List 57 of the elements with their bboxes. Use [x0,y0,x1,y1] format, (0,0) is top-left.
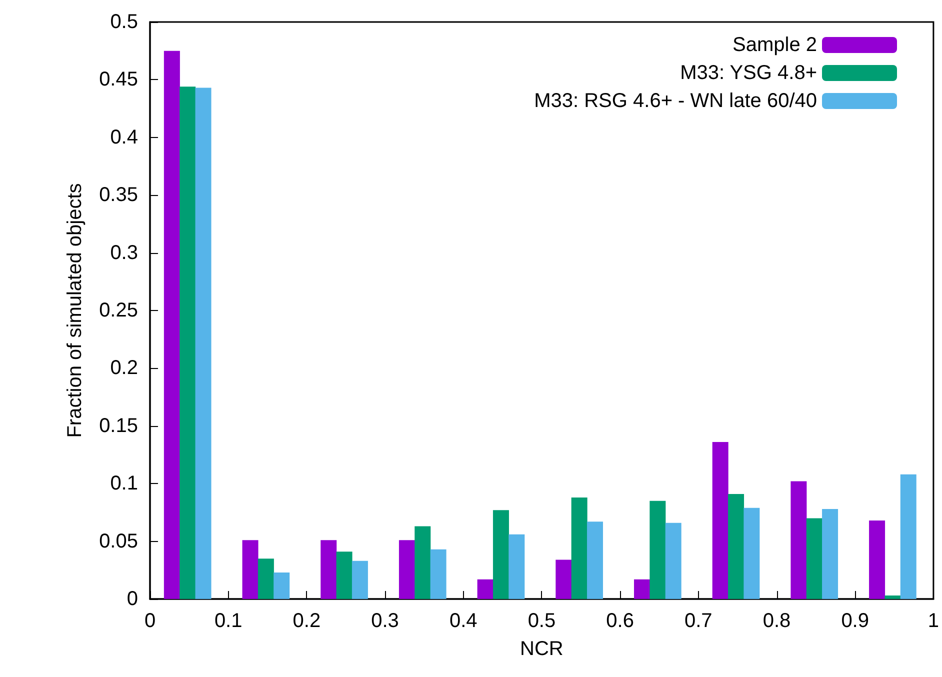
bar [492,510,509,599]
bar [352,560,368,599]
bar [822,508,838,599]
x-tick-label: 0.6 [606,610,634,632]
x-tick-label: 0.1 [214,610,242,632]
x-tick-label: 0.9 [841,610,869,632]
bar [180,86,196,599]
bar [508,534,525,599]
legend-label: Sample 2 [732,34,817,56]
bar [571,497,588,599]
bar [414,526,431,599]
bar [728,494,744,599]
x-tick-label: 1 [928,610,939,632]
bar [900,474,916,599]
x-axis-title: NCR [520,638,564,660]
bar [320,540,337,599]
y-tick-label: 0.3 [110,242,138,264]
legend-label: M33: YSG 4.8+ [680,62,817,84]
y-tick-label: 0.4 [110,126,138,148]
bar [790,481,807,599]
bar [336,552,352,599]
bar [430,549,446,599]
y-tick-label: 0.1 [110,472,138,495]
bar [634,579,650,599]
x-tick-label: 0.7 [684,610,712,632]
y-tick-label: 0.15 [99,414,138,437]
x-tick-label: 0.2 [292,610,321,632]
legend-label: M33: RSG 4.6+ - WN late 60/40 [534,90,817,112]
bar [869,520,886,599]
bar [650,500,666,599]
y-tick-label: 0.45 [99,68,138,91]
bar [195,88,212,599]
bar [712,442,728,599]
y-axis-title: Fraction of simulated objects [64,183,86,438]
x-tick-label: 0.3 [371,610,399,632]
bar [164,50,180,599]
bar [242,540,258,599]
x-tick-label: 0.5 [528,610,556,632]
bar [556,560,572,599]
y-tick-label: 0 [126,588,138,610]
bar [586,522,603,599]
bar [398,540,415,599]
y-tick-label: 0.25 [99,300,138,322]
x-tick-label: 0.4 [449,610,478,632]
x-tick-label: 0 [144,610,156,632]
y-tick-label: 0.05 [99,530,138,552]
bar [477,579,494,599]
y-tick-label: 0.5 [110,11,138,33]
y-tick-label: 0.2 [110,357,138,380]
bar [258,558,274,599]
bar [744,508,760,599]
x-tick-label: 0.8 [762,610,791,632]
bar [884,596,901,599]
bar [806,518,822,599]
y-tick-label: 0.35 [99,184,138,206]
bar [274,572,290,599]
bar [665,522,682,599]
